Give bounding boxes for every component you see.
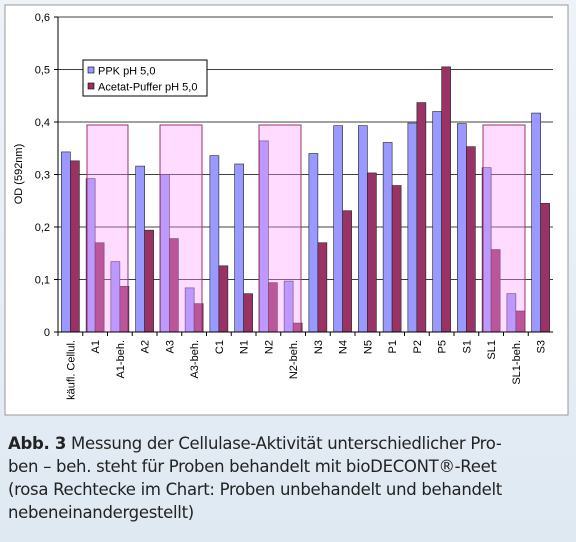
caption-line: (rosa Rechtecke im Chart: Proben unbehan… — [8, 478, 570, 501]
caption-text: ben – beh. steht für Proben behandelt mi… — [8, 457, 497, 476]
y-tick-label: 0,4 — [35, 117, 50, 129]
bar — [416, 102, 427, 333]
y-tick-label: 0,1 — [35, 275, 50, 287]
x-tick-label: A2 — [140, 340, 152, 353]
x-tick-label: käufl. Cellul. — [65, 340, 77, 400]
bar — [382, 142, 393, 333]
bar — [407, 122, 418, 333]
bar — [441, 66, 451, 333]
x-tick-label: S1 — [461, 340, 473, 353]
highlight-box — [159, 124, 203, 333]
x-tick-label: N1 — [239, 340, 251, 354]
bar — [466, 146, 476, 333]
legend-label: Acetat-Puffer pH 5,0 — [98, 82, 197, 94]
x-tick-label: A3-beh. — [189, 340, 201, 379]
x-tick-label: SL1-beh. — [511, 340, 523, 385]
caption-text: (rosa Rechtecke im Chart: Proben unbehan… — [8, 480, 502, 499]
caption-line: nebeneinandergestellt) — [8, 501, 570, 524]
highlight-box — [258, 124, 302, 333]
caption-text: nebeneinandergestellt) — [8, 503, 194, 522]
x-tick-label: N2 — [263, 340, 275, 354]
bar — [135, 165, 145, 333]
bar — [317, 242, 328, 333]
y-axis-title: OD (592nm) — [13, 144, 25, 205]
bar — [144, 229, 154, 333]
legend-label: PPK pH 5,0 — [98, 66, 155, 78]
x-tick-label: N2-beh. — [288, 340, 300, 379]
bar — [531, 112, 541, 333]
y-tick-label: 0,6 — [35, 12, 50, 24]
highlight-box — [482, 124, 526, 333]
x-tick-label: SL1 — [486, 340, 498, 360]
bar — [540, 203, 550, 333]
bar — [234, 163, 244, 333]
x-tick-label: S3 — [536, 340, 548, 353]
y-tick-label: 0,2 — [35, 222, 50, 234]
bar — [432, 111, 442, 333]
bar — [209, 155, 220, 333]
caption-line: Abb. 3 Messung der Cellulase-Aktivität u… — [8, 432, 570, 455]
x-tick-label: A1 — [90, 340, 102, 353]
bar — [457, 123, 467, 333]
x-tick-label: P1 — [387, 340, 399, 353]
legend-swatch — [87, 66, 95, 74]
x-tick-label: N3 — [313, 340, 325, 354]
bar — [243, 293, 253, 333]
caption-line: ben – beh. steht für Proben behandelt mi… — [8, 455, 570, 478]
highlight-boxes — [86, 124, 526, 333]
x-tick-label: C1 — [214, 340, 226, 354]
caption-text: Messung der Cellulase-Aktivität untersch… — [71, 434, 502, 453]
bar — [333, 125, 343, 333]
bar — [391, 185, 402, 333]
bar — [61, 151, 71, 333]
chart: OD (592nm) 0 0,1 0,2 0,3 0,4 0,5 0,6 käufl. Cel… — [4, 4, 569, 416]
legend-box — [82, 59, 208, 97]
bar — [308, 153, 319, 333]
bar — [342, 210, 352, 333]
caption: Abb. 3 Messung der Cellulase-Aktivität u… — [8, 432, 570, 524]
x-tick-label: P2 — [412, 340, 424, 353]
y-tick-label: 0 — [44, 327, 50, 339]
x-tick-label: N4 — [338, 340, 350, 354]
bar — [70, 160, 80, 333]
highlight-box — [86, 124, 129, 333]
y-tick-label: 0,5 — [35, 65, 50, 77]
x-tick-label: A1-beh. — [115, 340, 127, 379]
x-tick-label: A3 — [164, 340, 176, 353]
bar — [358, 125, 368, 333]
x-tick-label: N5 — [362, 340, 374, 354]
x-tick-label: P5 — [437, 340, 449, 353]
legend-swatch — [87, 82, 95, 90]
caption-label: Abb. 3 — [8, 434, 67, 453]
bar — [218, 265, 229, 333]
y-tick-label: 0,3 — [35, 170, 50, 182]
bar — [367, 172, 377, 333]
